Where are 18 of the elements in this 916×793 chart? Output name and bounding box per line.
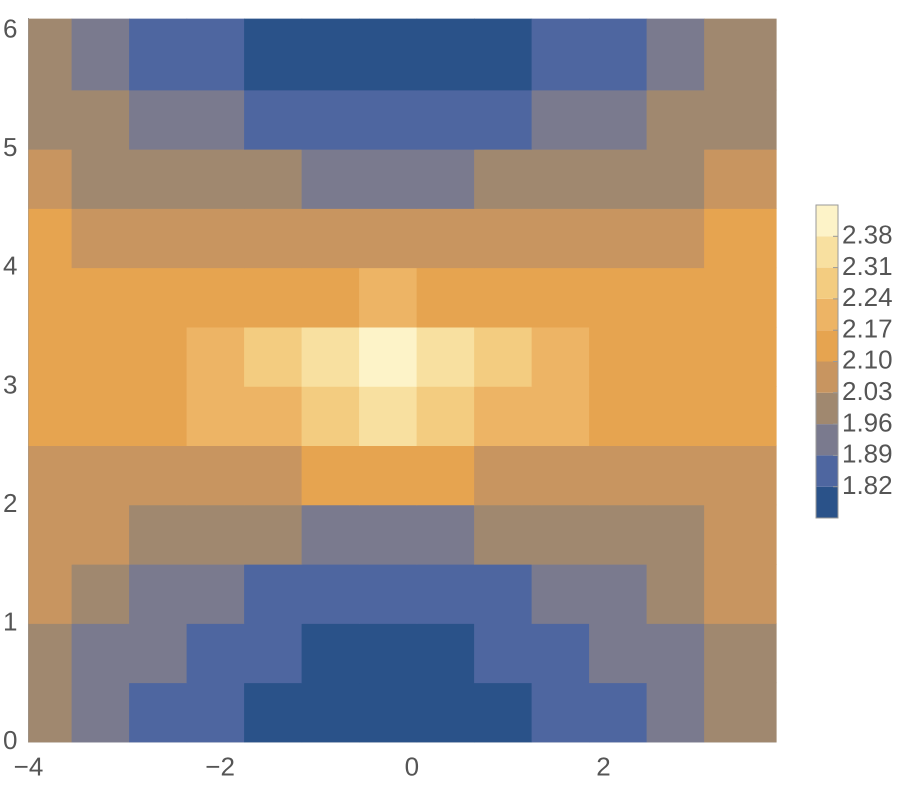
x-tick-label: 2 [596,752,611,782]
color-bar-label: 2.38 [842,219,893,250]
y-tick-label: 2 [2,488,18,518]
y-tick-label: 5 [2,132,18,162]
color-bar-label: 2.31 [842,250,893,281]
y-tick-label: 4 [2,250,18,281]
y-tick-label: 6 [2,14,18,44]
x-tick-label: −2 [205,752,235,782]
color-bar-label: 2.24 [842,282,893,312]
color-bar-label: 1.89 [842,438,893,469]
color-bar-label: 2.10 [842,344,893,375]
color-bar-label: 1.96 [842,407,893,438]
color-bar-label: 2.17 [842,313,893,344]
x-tick-label: 0 [404,752,420,782]
color-bar-label: 2.03 [842,376,893,406]
color-bar-label: 1.82 [842,470,893,500]
y-tick-label: 3 [2,369,18,400]
y-tick-label: 1 [2,606,18,636]
